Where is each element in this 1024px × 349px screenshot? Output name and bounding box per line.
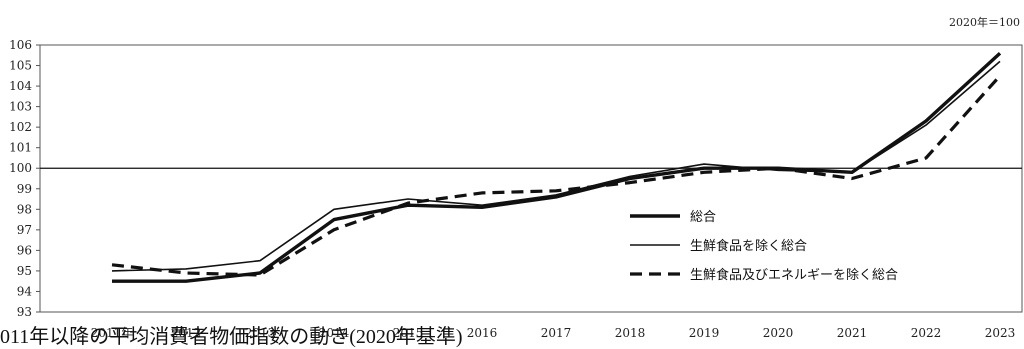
- y-tick-label: 99: [17, 182, 32, 196]
- y-tick-label: 98: [17, 202, 32, 216]
- x-tick-label: 2012: [171, 326, 202, 340]
- unit-note: 2020年＝100: [949, 15, 1020, 29]
- legend-label-2: 生鮮食品を除く総合: [690, 238, 807, 254]
- y-tick-label: 105: [9, 59, 32, 73]
- x-tick-label: 2022: [911, 326, 942, 340]
- series-line-2: [111, 60, 1001, 272]
- x-tick-label: 2019: [689, 326, 720, 340]
- y-tick-label: 96: [17, 243, 32, 257]
- legend-label-1: 総合: [690, 210, 716, 225]
- y-tick-label: 94: [17, 284, 33, 298]
- y-tick-label: 104: [9, 79, 32, 93]
- series-line-1: [112, 51, 1002, 283]
- x-tick-label: 2014: [319, 326, 350, 340]
- plot-frame: [39, 44, 1023, 313]
- y-tick-label: 101: [9, 141, 32, 155]
- y-tick-label: 106: [9, 38, 32, 52]
- x-tick-label: 2015: [393, 326, 424, 340]
- x-tick-label: 2011年: [91, 326, 134, 340]
- y-tick-label: 93: [17, 305, 32, 319]
- y-tick-label: 100: [9, 161, 32, 175]
- y-tick-label: 102: [9, 120, 32, 134]
- y-tick-label: 95: [17, 264, 32, 278]
- x-tick-label: 2016: [467, 326, 498, 340]
- x-tick-label: 2013: [245, 326, 276, 340]
- x-tick-label: 2018: [615, 326, 646, 340]
- figure-caption: 011年以降の平均消費者物価指数の動き(2020年基準): [0, 326, 463, 348]
- x-tick-label: 2021: [837, 326, 868, 340]
- y-tick-label: 103: [9, 100, 32, 114]
- series-line-3: [111, 74, 1002, 277]
- legend-label-3: 生鮮食品及びエネルギーを除く総合: [690, 267, 898, 283]
- y-tick-label: 97: [17, 223, 32, 237]
- x-tick-label: 2023: [985, 326, 1016, 340]
- x-tick-label: 2020: [763, 326, 794, 340]
- x-tick-label: 2017: [541, 326, 572, 340]
